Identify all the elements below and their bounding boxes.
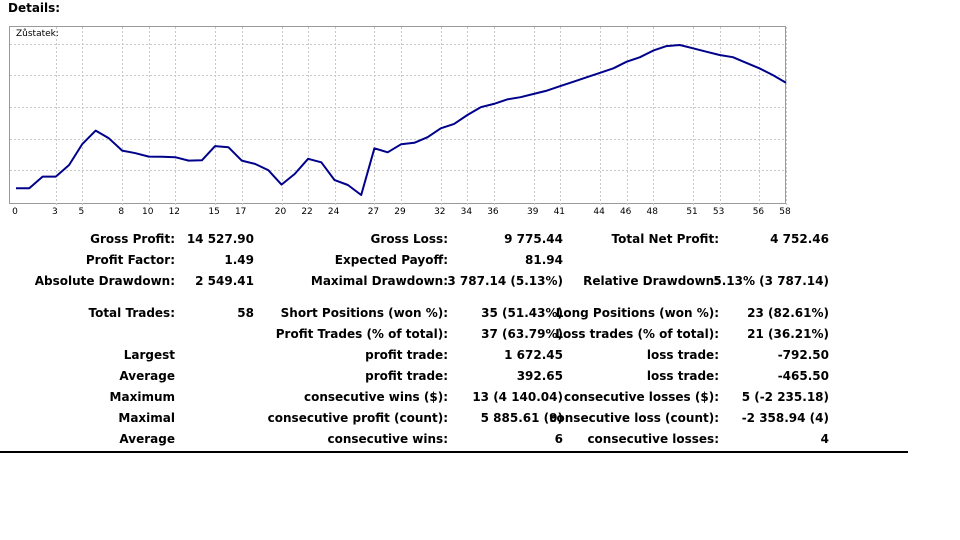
largest-profit-trade-label: profit trade: (365, 348, 448, 362)
max-consecutive-wins-label: consecutive wins ($): (303, 390, 448, 404)
x-tick-label: 27 (367, 207, 380, 217)
x-tick-label: 10 (142, 207, 154, 217)
x-tick-label: 12 (168, 207, 181, 217)
expected-payoff-value: 81.94 (525, 253, 563, 267)
maximal-drawdown-value: 3 787.14 (5.13%) (447, 274, 563, 288)
x-tick-label: 0 (12, 207, 18, 217)
expected-payoff-label: Expected Payoff: (334, 253, 448, 267)
average-label: Average (119, 369, 175, 383)
x-tick-label: 41 (553, 207, 566, 217)
x-tick-label: 17 (234, 207, 247, 217)
profit-factor-label: Profit Factor: (85, 253, 175, 267)
gross-profit-label: Gross Profit: (90, 232, 175, 246)
details-heading: Details: (8, 1, 61, 15)
maximal-label: Maximal (118, 411, 175, 425)
x-tick-label: 34 (460, 207, 473, 217)
x-tick-label: 8 (118, 207, 125, 217)
x-tick-label: 5 (78, 207, 85, 217)
x-tick-label: 3 (51, 207, 58, 217)
profit-trades-value: 37 (63.79%) (481, 327, 563, 341)
x-tick-label: 51 (686, 207, 698, 217)
largest-loss-trade-value: -792.50 (777, 348, 829, 362)
largest-label: Largest (123, 348, 175, 362)
maximal-consecutive-profit-value: 5 885.61 (9) (480, 411, 563, 425)
average-consecutive-wins-label: consecutive wins: (327, 432, 448, 446)
average-profit-trade-label: profit trade: (365, 369, 448, 383)
gross-loss-label: Gross Loss: (370, 232, 448, 246)
average-consecutive-losses-value: 4 (820, 432, 829, 446)
relative-drawdown-value: 5.13% (3 787.14) (713, 274, 829, 288)
x-tick-label: 46 (619, 207, 632, 217)
short-positions-value: 35 (51.43%) (481, 306, 563, 320)
largest-loss-trade-label: loss trade: (646, 348, 719, 362)
maximal-drawdown-label: Maximal Drawdown: (310, 274, 448, 288)
max-consecutive-losses-value: 5 (-2 235.18) (741, 390, 829, 404)
balance-chart-svg (10, 27, 787, 205)
x-tick-label: 22 (301, 207, 313, 217)
bottom-divider (0, 451, 908, 453)
maximal-consecutive-loss-label: consecutive loss (count): (549, 411, 719, 425)
total-trades-label: Total Trades: (88, 306, 175, 320)
average-loss-trade-value: -465.50 (777, 369, 829, 383)
max-consecutive-wins-value: 13 (4 140.04) (472, 390, 563, 404)
loss-trades-value: 21 (36.21%) (747, 327, 829, 341)
absolute-drawdown-value: 2 549.41 (195, 274, 254, 288)
maximal-consecutive-profit-label: consecutive profit (count): (267, 411, 448, 425)
x-tick-label: 48 (646, 207, 658, 217)
balance-line (16, 44, 787, 196)
gross-loss-value: 9 775.44 (504, 232, 563, 246)
maximal-consecutive-loss-value: -2 358.94 (4) (741, 411, 829, 425)
long-positions-label: Long Positions (won %): (555, 306, 719, 320)
profit-trades-label: Profit Trades (% of total): (275, 327, 448, 341)
x-tick-label: 39 (527, 207, 539, 217)
largest-profit-trade-value: 1 672.45 (504, 348, 563, 362)
gross-profit-value: 14 527.90 (186, 232, 254, 246)
x-tick-label: 24 (327, 207, 340, 217)
average-consecutive-label: Average (119, 432, 175, 446)
x-tick-label: 44 (593, 207, 605, 217)
maximum-label: Maximum (109, 390, 175, 404)
x-tick-label: 36 (487, 207, 499, 217)
loss-trades-label: Loss trades (% of total): (555, 327, 719, 341)
x-tick-label: 32 (434, 207, 446, 217)
total-net-profit-label: Total Net Profit: (611, 232, 719, 246)
x-tick-label: 15 (208, 207, 220, 217)
balance-chart: Zůstatek: (9, 26, 787, 205)
x-tick-label: 53 (712, 207, 725, 217)
profit-factor-value: 1.49 (224, 253, 254, 267)
average-consecutive-losses-label: consecutive losses: (587, 432, 719, 446)
average-consecutive-wins-value: 6 (554, 432, 563, 446)
x-tick-label: 29 (394, 207, 406, 217)
chart-title: Zůstatek: (16, 29, 59, 39)
relative-drawdown-label: Relative Drawdown: (583, 274, 719, 288)
long-positions-value: 23 (82.61%) (747, 306, 829, 320)
absolute-drawdown-label: Absolute Drawdown: (34, 274, 175, 288)
x-axis: 0 3 5 8 10 12 15 17 20 22 24 27 29 32 34 36 39 41 44 46 48 51… (0, 207, 960, 219)
max-consecutive-losses-label: consecutive losses ($): (563, 390, 719, 404)
x-tick-label: 20 (274, 207, 287, 217)
x-tick-label: 58 (779, 207, 791, 217)
total-net-profit-value: 4 752.46 (770, 232, 829, 246)
short-positions-label: Short Positions (won %): (280, 306, 448, 320)
average-loss-trade-label: loss trade: (646, 369, 719, 383)
total-trades-value: 58 (237, 306, 254, 320)
x-tick-label: 56 (752, 207, 765, 217)
average-profit-trade-value: 392.65 (516, 369, 563, 383)
